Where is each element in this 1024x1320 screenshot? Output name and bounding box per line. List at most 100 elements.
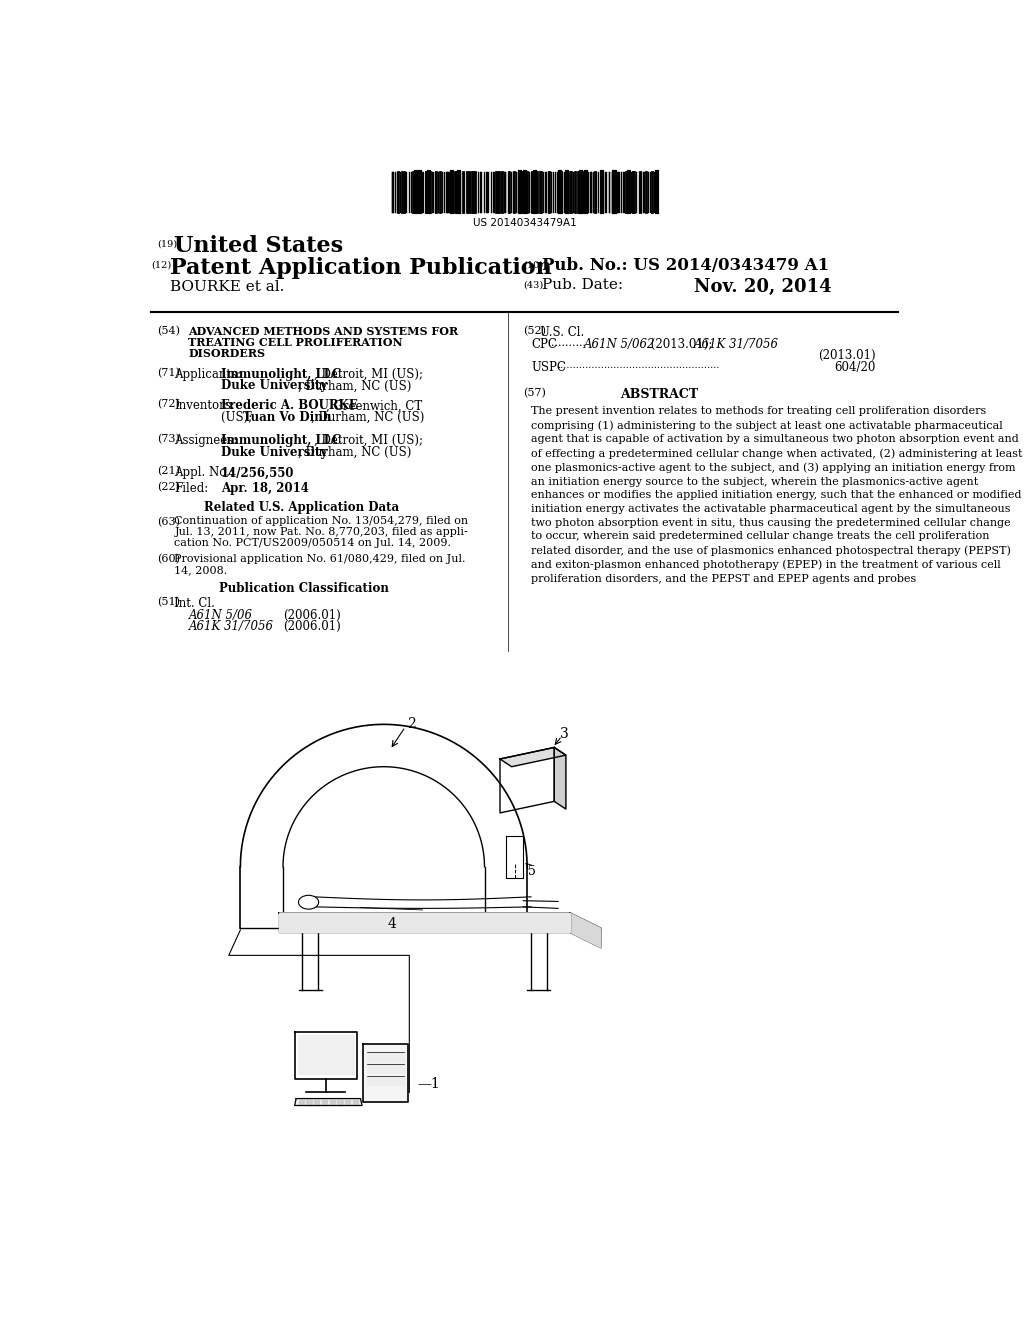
Text: A61N 5/06: A61N 5/06	[188, 609, 253, 622]
Text: (10): (10)	[523, 260, 544, 269]
Text: 14/256,550: 14/256,550	[221, 466, 295, 479]
Text: Immunolight, LLC: Immunolight, LLC	[221, 368, 341, 381]
Polygon shape	[280, 913, 601, 928]
Text: (2013.01): (2013.01)	[818, 350, 876, 363]
Polygon shape	[298, 1035, 353, 1074]
Text: (2006.01): (2006.01)	[283, 609, 341, 622]
Text: (51): (51)	[158, 597, 180, 607]
Text: CPC: CPC	[531, 338, 557, 351]
Text: ....................................................: ........................................…	[557, 360, 720, 370]
Text: , Durham, NC (US): , Durham, NC (US)	[311, 411, 424, 424]
Text: ABSTRACT: ABSTRACT	[620, 388, 698, 401]
Text: —1: —1	[417, 1077, 440, 1092]
Text: DISORDERS: DISORDERS	[188, 348, 265, 359]
Polygon shape	[322, 1104, 328, 1105]
Text: Apr. 18, 2014: Apr. 18, 2014	[221, 482, 309, 495]
Text: (72): (72)	[158, 400, 180, 409]
Polygon shape	[306, 1104, 311, 1105]
Polygon shape	[345, 1100, 350, 1102]
Text: Appl. No.:: Appl. No.:	[174, 466, 234, 479]
Text: Provisional application No. 61/080,429, filed on Jul.: Provisional application No. 61/080,429, …	[174, 554, 466, 564]
Polygon shape	[500, 747, 566, 767]
Polygon shape	[345, 1104, 350, 1105]
Text: The present invention relates to methods for treating cell proliferation disorde: The present invention relates to methods…	[531, 407, 1023, 583]
Text: Tuan Vo Dinh: Tuan Vo Dinh	[243, 411, 331, 424]
Text: Inventors:: Inventors:	[174, 400, 236, 412]
Text: Applicants:: Applicants:	[174, 368, 242, 381]
Text: 14, 2008.: 14, 2008.	[174, 565, 227, 576]
Text: , Durham, NC (US): , Durham, NC (US)	[299, 446, 412, 458]
Text: US 20140343479A1: US 20140343479A1	[473, 218, 577, 228]
Polygon shape	[330, 1100, 335, 1102]
Text: A61N 5/062: A61N 5/062	[584, 338, 655, 351]
Text: USPC: USPC	[531, 360, 566, 374]
Text: Assignees:: Assignees:	[174, 434, 238, 447]
Text: United States: United States	[174, 235, 344, 257]
Text: (54): (54)	[158, 326, 180, 337]
Text: 3: 3	[560, 726, 569, 741]
Text: Frederic A. BOURKE: Frederic A. BOURKE	[221, 400, 357, 412]
Polygon shape	[314, 1100, 319, 1102]
Polygon shape	[367, 1076, 403, 1085]
Text: (21): (21)	[158, 466, 180, 477]
Text: BOURKE et al.: BOURKE et al.	[170, 280, 285, 294]
Text: Filed:: Filed:	[174, 482, 209, 495]
Text: Continuation of application No. 13/054,279, filed on: Continuation of application No. 13/054,2…	[174, 516, 469, 527]
Text: cation No. PCT/US2009/050514 on Jul. 14, 2009.: cation No. PCT/US2009/050514 on Jul. 14,…	[174, 539, 452, 548]
Text: , Detroit, MI (US);: , Detroit, MI (US);	[314, 434, 423, 447]
Text: 4: 4	[388, 917, 396, 931]
Text: Pub. Date:: Pub. Date:	[542, 277, 623, 292]
Text: , Detroit, MI (US);: , Detroit, MI (US);	[314, 368, 423, 381]
Text: , Durham, NC (US): , Durham, NC (US)	[299, 379, 412, 392]
Text: Duke University: Duke University	[221, 446, 328, 458]
Text: (73): (73)	[158, 434, 180, 445]
Text: A61K 31/7056: A61K 31/7056	[693, 338, 778, 351]
Text: 2: 2	[407, 717, 416, 731]
Polygon shape	[299, 1100, 304, 1102]
Polygon shape	[337, 1104, 343, 1105]
Text: Pub. No.: US 2014/0343479 A1: Pub. No.: US 2014/0343479 A1	[542, 257, 829, 275]
Text: (19): (19)	[158, 239, 177, 248]
Polygon shape	[352, 1104, 358, 1105]
Polygon shape	[367, 1052, 403, 1061]
Text: U.S. Cl.: U.S. Cl.	[541, 326, 585, 339]
Text: Immunolight, LLC: Immunolight, LLC	[221, 434, 341, 447]
Text: Related U.S. Application Data: Related U.S. Application Data	[204, 502, 399, 513]
Polygon shape	[569, 913, 601, 948]
Text: (2013.01);: (2013.01);	[647, 338, 717, 351]
Text: Jul. 13, 2011, now Pat. No. 8,770,203, filed as appli-: Jul. 13, 2011, now Pat. No. 8,770,203, f…	[174, 527, 468, 537]
Text: Nov. 20, 2014: Nov. 20, 2014	[693, 277, 831, 296]
Text: TREATING CELL PROLIFERATION: TREATING CELL PROLIFERATION	[188, 337, 403, 348]
Polygon shape	[362, 1044, 408, 1102]
Text: (57): (57)	[523, 388, 546, 399]
Polygon shape	[295, 1098, 362, 1106]
Text: (60): (60)	[158, 554, 180, 565]
Text: (12): (12)	[152, 260, 171, 269]
Text: (2006.01): (2006.01)	[283, 620, 341, 634]
Text: , Greenwich, CT: , Greenwich, CT	[327, 400, 423, 412]
Polygon shape	[322, 1100, 328, 1102]
Text: (22): (22)	[158, 482, 180, 492]
Polygon shape	[554, 747, 566, 809]
Text: A61K 31/7056: A61K 31/7056	[188, 620, 273, 634]
Text: ..........: ..........	[551, 338, 586, 347]
Text: (63): (63)	[158, 516, 180, 527]
Text: Duke University: Duke University	[221, 379, 328, 392]
Polygon shape	[280, 913, 569, 932]
Polygon shape	[352, 1100, 358, 1102]
Text: (US);: (US);	[221, 411, 256, 424]
Text: 604/20: 604/20	[835, 360, 876, 374]
Text: Int. Cl.: Int. Cl.	[174, 597, 215, 610]
Polygon shape	[337, 1100, 343, 1102]
Text: (43): (43)	[523, 280, 544, 289]
Text: (71): (71)	[158, 368, 180, 378]
Polygon shape	[299, 1104, 304, 1105]
Text: ADVANCED METHODS AND SYSTEMS FOR: ADVANCED METHODS AND SYSTEMS FOR	[188, 326, 459, 338]
Polygon shape	[314, 1104, 319, 1105]
Text: 5: 5	[528, 866, 536, 878]
Ellipse shape	[299, 895, 318, 909]
Text: Patent Application Publication: Patent Application Publication	[170, 257, 552, 279]
Polygon shape	[330, 1104, 335, 1105]
Polygon shape	[367, 1064, 403, 1073]
Text: Publication Classification: Publication Classification	[219, 582, 389, 595]
